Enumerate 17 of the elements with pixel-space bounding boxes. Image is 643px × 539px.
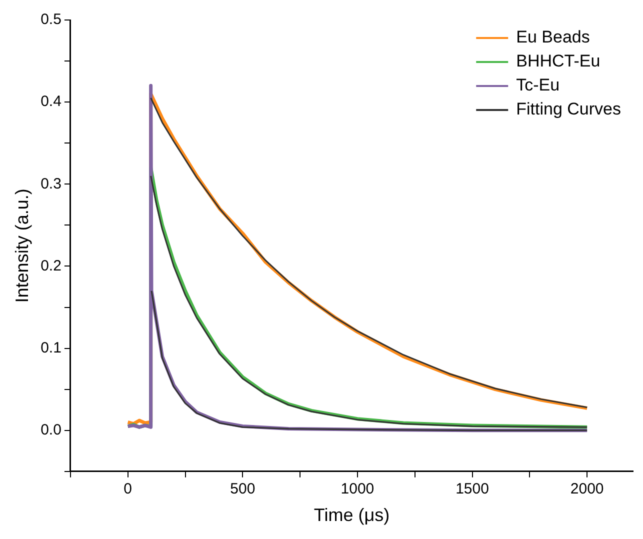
x-tick-label: 1500 [456,480,489,498]
y-tick-label: 0.4 [40,93,62,110]
x-tick-label: 2000 [570,480,604,498]
y-tick-label: 0.0 [40,422,62,439]
y-tick-label: 0.2 [40,257,62,274]
legend-label: BHHCT-Eu [516,52,600,71]
y-tick-label: 0.3 [40,175,62,192]
x-tick-label: 0 [124,480,132,498]
legend-label: Fitting Curves [516,100,622,119]
legend-label: Eu Beads [516,28,590,47]
y-tick-label: 0.5 [40,11,62,28]
x-axis-title: Time (μs) [314,505,390,526]
x-tick-label: 1000 [340,480,374,498]
legend-label: Tc-Eu [516,76,560,95]
y-axis-title: Intensity (a.u.) [12,188,32,303]
x-tick-label: 500 [230,480,256,498]
y-tick-label: 0.1 [40,339,62,356]
